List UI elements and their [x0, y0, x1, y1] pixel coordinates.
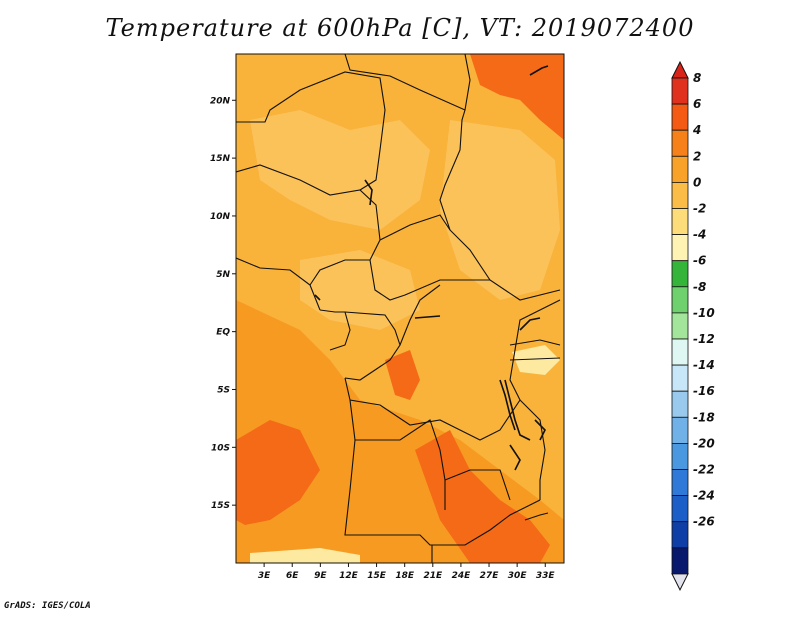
country-borders	[236, 54, 561, 563]
colorbar-level-label: -2	[693, 202, 706, 216]
colorbar-swatch	[671, 260, 689, 288]
x-tick-label: 9E	[314, 571, 327, 581]
y-tick-label: 10N	[210, 212, 231, 222]
y-tick-label: 10S	[211, 443, 230, 453]
colorbar-level-label: -6	[693, 254, 706, 268]
colorbar: 8 6 4 2 0 -2 -4 -6 -8 -10 -12 -14 -16 -18 -20 -22 -24 -26	[671, 60, 715, 592]
colorbar-level-label: -16	[693, 384, 715, 398]
y-tick-label: 15N	[210, 154, 231, 164]
x-tick-label: 12E	[339, 571, 359, 581]
colorbar-level-label: -12	[693, 332, 715, 346]
colorbar-swatch	[671, 547, 689, 575]
colorbar-level-label: 4	[692, 123, 701, 137]
colorbar-swatch	[671, 390, 689, 418]
colorbar-top-triangle	[671, 60, 689, 79]
temperature-field	[236, 54, 564, 563]
colorbar-swatch	[671, 312, 689, 340]
colorbar-swatch	[671, 77, 689, 105]
colorbar-level-label: 0	[693, 175, 701, 189]
x-tick-label: 24E	[452, 571, 472, 581]
colorbar-swatch	[671, 416, 689, 444]
colorbar-bottom-triangle	[671, 573, 689, 592]
colorbar-level-label: -18	[693, 410, 715, 424]
colorbar-level-label: -20	[693, 436, 715, 450]
field-cool-east	[440, 120, 560, 300]
colorbar-swatch	[671, 155, 689, 183]
y-tick-label: EQ	[216, 328, 230, 338]
field-hot-central	[385, 350, 420, 400]
field-cool-center	[300, 250, 420, 330]
field-hot-south	[415, 430, 550, 563]
colorbar-swatch	[671, 234, 689, 262]
colorbar-swatch	[671, 103, 689, 131]
colorbar-swatch	[671, 521, 689, 549]
map-frame	[235, 53, 565, 564]
colorbar-swatch	[671, 181, 689, 209]
colorbar-level-label: -8	[693, 280, 706, 294]
y-tick-label: 20N	[210, 96, 231, 106]
colorbar-swatch	[671, 364, 689, 392]
colorbar-swatch	[671, 469, 689, 497]
map-title: Temperature at 600hPa [C], VT: 201907240…	[105, 14, 695, 42]
colorbar-level-label: -22	[693, 463, 715, 477]
colorbar-level-label: -10	[693, 306, 715, 320]
field-hot-northeast	[470, 54, 564, 140]
x-tick-label: 3E	[258, 571, 271, 581]
lake-outlines	[314, 65, 549, 471]
colorbar-swatch	[671, 442, 689, 470]
x-tick-label: 27E	[480, 571, 500, 581]
colorbar-level-label: -24	[693, 489, 715, 503]
colorbar-level-label: 8	[693, 71, 701, 85]
colorbar-swatch	[671, 338, 689, 366]
x-tick-label: 21E	[423, 571, 443, 581]
colorbar-swatch	[671, 208, 689, 236]
y-tick-label: 15S	[211, 501, 230, 511]
field-hot-southwest	[236, 420, 320, 525]
x-tick-label: 18E	[395, 571, 415, 581]
credit-label: GrADS: IGES/COLA	[4, 601, 91, 611]
y-tick-label: 5N	[216, 270, 230, 280]
y-tick-label: 5S	[217, 385, 230, 395]
x-tick-label: 33E	[536, 571, 556, 581]
colorbar-swatch	[671, 129, 689, 157]
field-cool-north	[250, 110, 430, 230]
colorbar-level-label: 2	[693, 149, 701, 163]
colorbar-level-label: -4	[693, 228, 706, 242]
map-axes: 3E 6E 9E 12E 15E 18E 21E 24E 27E 30E 33E 20N 15N 10N 5…	[210, 96, 556, 581]
field-pale-lake-region	[512, 345, 560, 375]
x-tick-label: 30E	[508, 571, 528, 581]
colorbar-level-label: 6	[693, 97, 701, 111]
colorbar-swatch	[671, 286, 689, 314]
x-tick-label: 6E	[286, 571, 299, 581]
colorbar-swatch	[671, 495, 689, 523]
colorbar-level-label: -14	[693, 358, 715, 372]
x-tick-label: 15E	[367, 571, 387, 581]
field-pale-south	[250, 548, 360, 563]
colorbar-level-label: -26	[693, 515, 715, 529]
